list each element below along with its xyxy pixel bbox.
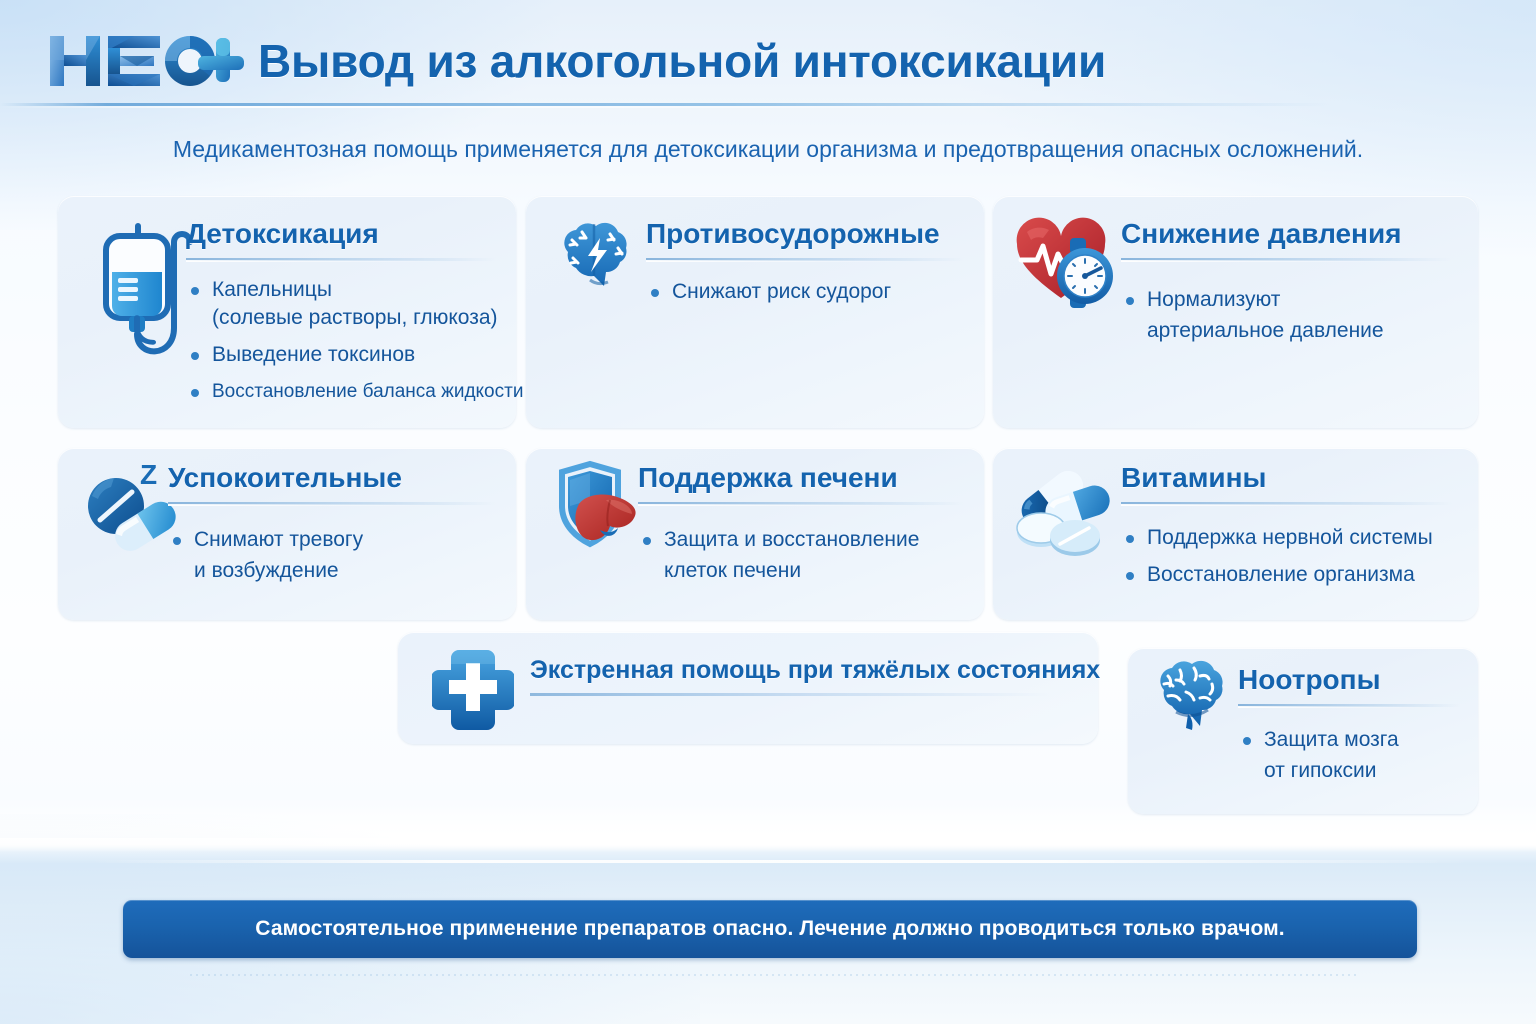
bullet-text: Защита и восстановление [664,528,920,551]
card-detox[interactable]: Детоксикация Капельницы (солевые раствор… [58,196,523,428]
bullet-text: и возбуждение [194,559,339,582]
bullet-text: Выведение токсинов [212,343,416,366]
bullet-text: Снижают риск судорог [672,280,892,303]
bullet-list-sedatives: Снимают тревогу и возбуждение [168,526,363,594]
emergency-help-divider [530,693,1050,696]
brain-lightning-icon [546,218,646,313]
list-item: Нормализуют [1121,286,1384,314]
card-nootropics[interactable]: Ноотропы Защита мозга от гипоксии [1128,648,1478,814]
card-blood-pressure[interactable]: Снижение давления Нормализуют артериальн… [993,196,1478,428]
bullet-list-vitamins: Поддержка нервной системы Восстановление… [1121,524,1433,598]
card-title-detox: Детоксикация [186,218,379,249]
card-title-vitamins: Витамины [1121,462,1267,493]
card-divider-detox [186,258,496,262]
card-divider-anticonvulsants [646,258,964,262]
bullet-text: Нормализуют [1147,288,1281,311]
bullet-list-nootropics: Защита мозга от гипоксии [1238,726,1399,794]
bullet-text: Восстановление баланса жидкости [212,381,524,402]
header-divider-highlight [0,106,1180,108]
list-item-continued: от гипоксии [1238,757,1399,785]
warning-text: Самостоятельное применение препаратов оп… [255,917,1285,940]
card-sedatives[interactable]: Z Успокоительные Снимают тревогу и возбу… [58,448,516,620]
svg-text:Z: Z [140,459,157,490]
brain-icon [1142,658,1242,747]
list-item-continued: и возбуждение [168,557,363,585]
shield-liver-icon [544,460,654,565]
bullet-text: Капельницы [212,278,332,301]
bullet-list-anticonvulsants: Снижают риск судорог [646,278,891,315]
heart-pulse-gauge-icon [1013,214,1121,319]
bullet-list-liver-support: Защита и восстановление клеток печени [638,526,919,594]
list-item: Защита мозга [1238,726,1399,754]
card-anticonvulsants[interactable]: Противосудорожные Снижают риск судорог [526,196,984,428]
bullet-text: Восстановление организма [1147,563,1415,586]
card-title-sedatives: Успокоительные [168,462,402,493]
list-item: Снимают тревогу [168,526,363,554]
list-item: Капельницы (солевые растворы, глюкоза) [186,276,523,332]
bullet-text: Снимают тревогу [194,528,364,551]
card-divider-vitamins [1121,502,1453,506]
card-title-liver-support: Поддержка печени [638,462,898,493]
list-item: Снижают риск судорог [646,278,891,306]
neo-plus-logo [48,30,244,92]
card-divider-sedatives [168,502,496,506]
medical-cross-icon [431,646,515,735]
card-vitamins[interactable]: Витамины Поддержка нервной системы Восст… [993,448,1478,620]
warning-banner: Самостоятельное применение препаратов оп… [123,900,1417,958]
sleeping-pill-icon: Z [74,458,184,563]
card-title-nootropics: Ноотропы [1238,664,1381,695]
card-title-anticonvulsants: Противосудорожные [646,218,940,249]
page-header: Вывод из алкогольной интоксикации [0,0,1536,112]
background-sheen-band [0,838,1536,864]
bullet-list-detox: Капельницы (солевые растворы, глюкоза) В… [186,276,523,415]
bullet-text: клеток печени [664,559,802,582]
list-item: Выведение токсинов [186,341,523,369]
list-item-continued: артериальное давление [1121,317,1384,345]
emergency-help-card[interactable]: Экстренная помощь при тяжёлых состояниях [398,632,1101,744]
bullet-text: от гипоксии [1264,759,1377,782]
card-divider-liver-support [638,502,964,506]
card-title-blood-pressure: Снижение давления [1121,218,1402,249]
list-item: Защита и восстановление [638,526,919,554]
page-subtitle: Медикаментозная помощь применяется для д… [172,136,1364,162]
background-dotted-line [190,974,1360,976]
emergency-help-title: Экстренная помощь при тяжёлых состояниях [530,656,1101,684]
bullet-text: артериальное давление [1147,319,1384,342]
card-liver-support[interactable]: Поддержка печени Защита и восстановление… [526,448,984,620]
bullet-list-blood-pressure: Нормализуют артериальное давление [1121,286,1384,354]
page-title: Вывод из алкогольной интоксикации [258,35,1107,87]
list-item: Восстановление организма [1121,561,1433,589]
bullet-subtext: (солевые растворы, глюкоза) [212,306,498,329]
background-sheen-line [90,860,1470,863]
card-divider-nootropics [1238,704,1460,708]
list-item: Поддержка нервной системы [1121,524,1433,552]
card-divider-blood-pressure [1121,258,1451,262]
iv-drip-icon [82,216,194,361]
pills-icon [1003,460,1123,565]
list-item: Восстановление баланса жидкости [186,378,523,406]
header-divider [0,103,1330,106]
list-item-continued: клеток печени [638,557,919,585]
bullet-text: Защита мозга [1264,728,1399,751]
bullet-text: Поддержка нервной системы [1147,526,1433,549]
